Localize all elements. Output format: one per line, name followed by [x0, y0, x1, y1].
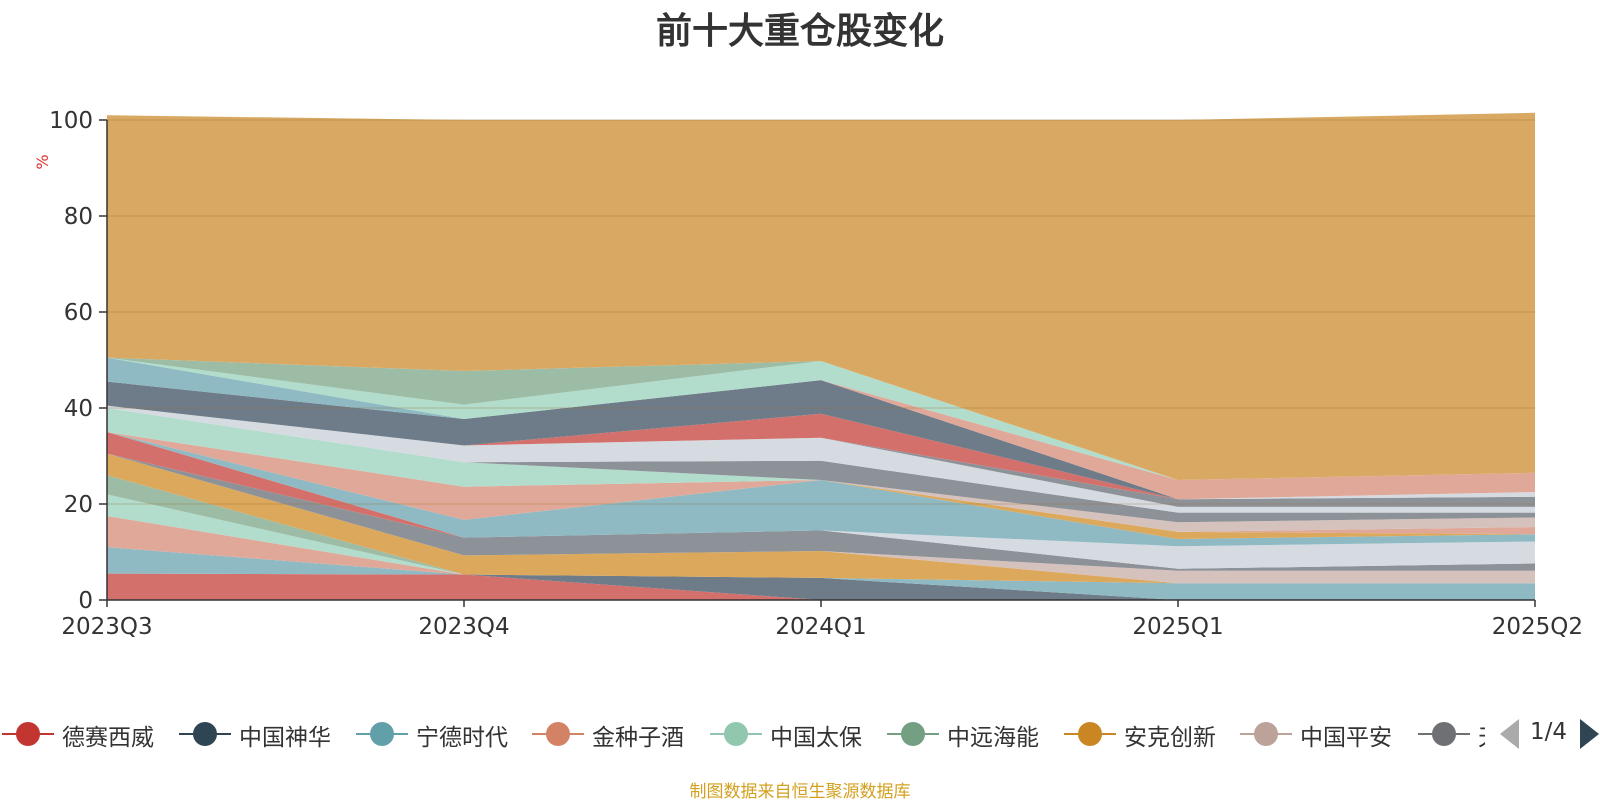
- legend-marker-icon: [16, 722, 40, 746]
- legend-marker-icon: [1254, 722, 1278, 746]
- area-band-27: [107, 112, 1535, 481]
- area-band-2: [107, 547, 1535, 600]
- y-tick-label: 60: [64, 300, 93, 326]
- legend-marker-icon: [193, 722, 217, 746]
- y-tick-label: 0: [78, 588, 93, 614]
- legend-marker-icon: [901, 722, 925, 746]
- area-band-10: [107, 432, 1535, 569]
- area-band-8: [107, 453, 1535, 571]
- legend-label: 德赛西威: [62, 725, 154, 751]
- area-band-13: [107, 408, 1535, 540]
- axes: 0 20 40 60 80 100 2023Q3 2023Q4 2024Q1 2025Q1 2025…: [49, 108, 1583, 640]
- legend-label: 天: [1478, 718, 1485, 752]
- legend-label: 中国平安: [1300, 725, 1392, 751]
- area-band-17: [107, 408, 1535, 523]
- legend-label: 宁德时代: [416, 725, 508, 751]
- area-band-18: [107, 405, 1535, 513]
- area-band-6: [107, 453, 1535, 584]
- area-band-12: [107, 432, 1535, 540]
- legend-label: 中国神华: [239, 725, 331, 751]
- legend-label: 中远海能: [947, 725, 1039, 751]
- legend-marker-icon: [370, 722, 394, 746]
- legend-marker-icon: [1432, 722, 1456, 746]
- area-band-1: [107, 573, 1535, 600]
- stacked-areas: [107, 112, 1535, 600]
- area-band-21: [107, 380, 1535, 500]
- area-band-0: [107, 573, 1535, 600]
- area-band-20: [107, 405, 1535, 500]
- grid-overlay: [107, 119, 1535, 505]
- legend-prev-icon[interactable]: [1500, 719, 1519, 749]
- y-axis-label: %: [33, 154, 52, 169]
- area-band-16: [107, 408, 1535, 532]
- x-tick-label: 2023Q3: [61, 614, 152, 640]
- y-tick-label: 20: [64, 492, 93, 518]
- legend-label: 金种子酒: [592, 725, 684, 751]
- legend-marker-icon: [546, 722, 570, 746]
- y-tick-label: 40: [64, 396, 93, 422]
- area-band-24: [107, 357, 1535, 500]
- y-tick-label: 80: [64, 204, 93, 230]
- chart-title: 前十大重仓股变化: [655, 11, 944, 52]
- x-tick-label: 2024Q1: [775, 614, 866, 640]
- y-tick-label: 100: [49, 108, 93, 134]
- legend-page-indicator: 1/4: [1530, 719, 1568, 745]
- legend-next-icon[interactable]: [1580, 719, 1599, 749]
- area-band-26: [107, 357, 1535, 480]
- x-tick-label: 2025Q1: [1132, 614, 1223, 640]
- x-tick-label: 2023Q4: [418, 614, 509, 640]
- area-band-11: [107, 432, 1535, 547]
- legend-marker-icon: [724, 722, 748, 746]
- source-note: 制图数据来自恒生聚源数据库: [689, 782, 911, 802]
- x-tick-label: 2025Q2: [1492, 614, 1583, 640]
- legend-label: 中国太保: [770, 725, 862, 751]
- legend-label: 安克创新: [1124, 725, 1216, 751]
- legend-marker-icon: [1078, 722, 1102, 746]
- legend: 德赛西威 中国神华 宁德时代 金种子酒 中国太保 中远海能 安克创新 中国平安 天: [0, 714, 1485, 754]
